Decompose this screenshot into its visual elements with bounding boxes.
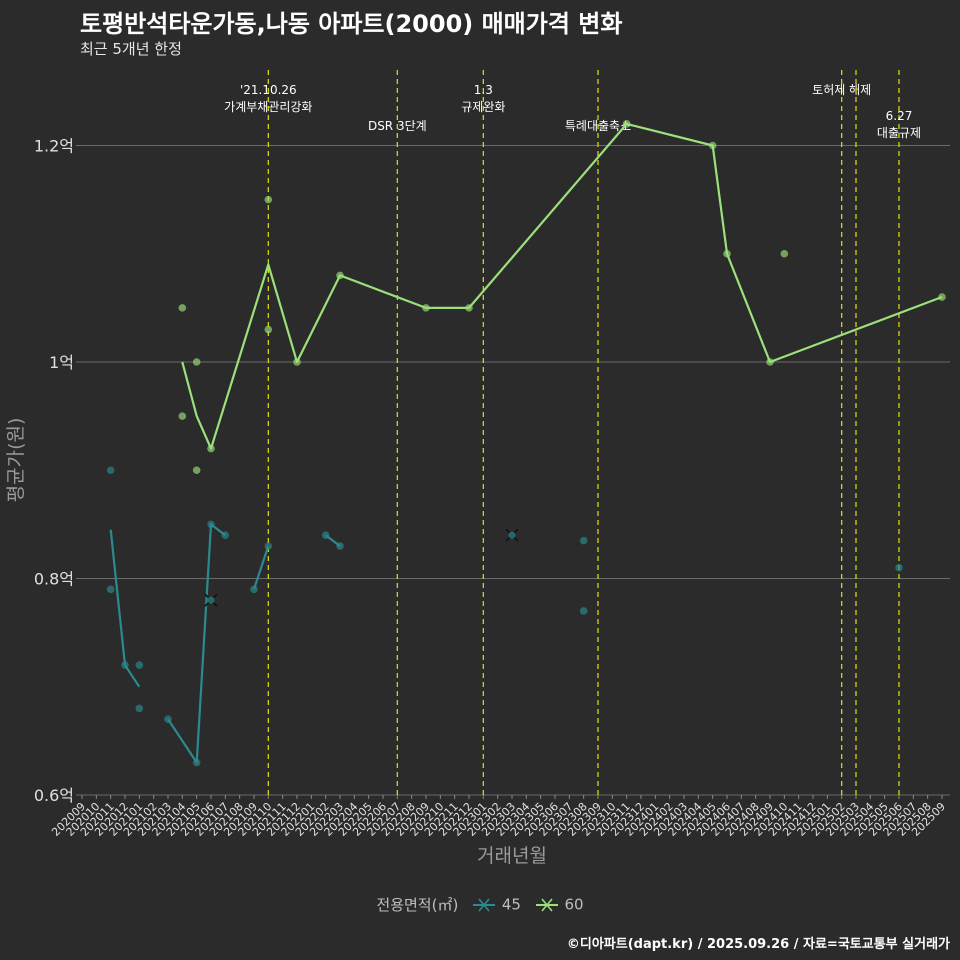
x-axis-label: 거래년월 bbox=[477, 845, 547, 867]
y-tick-label: 0.6억 bbox=[34, 786, 74, 805]
data-point-60 bbox=[293, 358, 301, 366]
data-point-60 bbox=[264, 325, 273, 334]
data-point-60 bbox=[708, 141, 717, 150]
chart-subtitle: 최근 5개년 한정 bbox=[80, 40, 182, 58]
data-point-60 bbox=[938, 293, 946, 301]
data-point-45 bbox=[106, 466, 115, 475]
x-marker-point-45 bbox=[508, 531, 516, 539]
data-point-60 bbox=[192, 466, 201, 475]
data-point-60 bbox=[178, 304, 187, 312]
data-point-45 bbox=[135, 661, 144, 669]
data-point-60 bbox=[264, 195, 273, 204]
event-label: 6.27 bbox=[886, 109, 913, 123]
legend-item-45: 45 bbox=[471, 895, 521, 914]
source-caption: ©디아파트(dapt.kr) / 2025.09.26 / 자료=국토교통부 실… bbox=[566, 937, 950, 952]
data-point-45 bbox=[121, 661, 129, 669]
legend-label-60: 60 bbox=[564, 895, 584, 914]
data-point-60 bbox=[622, 120, 631, 128]
event-label: 대출규제 bbox=[877, 126, 921, 140]
data-point-45 bbox=[221, 531, 230, 539]
y-tick-label: 1억 bbox=[49, 353, 74, 372]
series-line-45 bbox=[252, 545, 270, 590]
data-point-45 bbox=[250, 585, 258, 594]
event-label: 토허제 해제 bbox=[812, 83, 871, 97]
event-label: 특례대출축소 bbox=[565, 119, 631, 133]
event-label: '21.10.26 bbox=[240, 83, 297, 97]
data-point-45 bbox=[321, 531, 330, 539]
data-point-45 bbox=[207, 520, 215, 529]
data-point-45 bbox=[579, 536, 588, 545]
data-point-45 bbox=[164, 715, 172, 724]
data-point-60 bbox=[192, 358, 201, 366]
data-point-60 bbox=[178, 412, 187, 420]
series-line-45 bbox=[167, 523, 226, 764]
data-point-60 bbox=[207, 444, 215, 453]
legend-title: 전용면적(㎡) bbox=[376, 896, 459, 914]
data-point-45 bbox=[264, 542, 273, 550]
data-point-45 bbox=[192, 758, 201, 767]
legend-swatch-45 bbox=[473, 898, 496, 912]
legend-swatch-60 bbox=[535, 898, 558, 912]
chart-title: 토평반석타운가동,나동 아파트(2000) 매매가격 변화 bbox=[80, 10, 623, 38]
legend-item-60: 60 bbox=[534, 895, 584, 914]
y-tick-label: 1.2억 bbox=[34, 137, 74, 156]
data-point-45 bbox=[106, 585, 115, 594]
event-label: 규제완화 bbox=[461, 100, 505, 114]
data-point-60 bbox=[422, 304, 430, 312]
y-tick-label: 0.8억 bbox=[34, 570, 74, 589]
data-point-45 bbox=[336, 542, 344, 550]
data-point-45 bbox=[135, 704, 144, 713]
data-point-60 bbox=[780, 249, 789, 258]
data-point-60 bbox=[766, 358, 774, 366]
event-label: 가계부채관리강화 bbox=[224, 100, 312, 114]
data-point-45 bbox=[895, 563, 903, 572]
legend-label-45: 45 bbox=[501, 895, 521, 914]
event-label: 1.3 bbox=[474, 83, 493, 97]
data-point-60 bbox=[723, 249, 731, 258]
y-axis-label: 평균가(원) bbox=[5, 418, 27, 503]
data-point-60 bbox=[465, 304, 473, 312]
series-line-60 bbox=[181, 122, 943, 450]
event-label: DSR 3단계 bbox=[368, 119, 427, 133]
data-point-60 bbox=[336, 271, 344, 280]
legend: 전용면적(㎡) 45 60 bbox=[0, 894, 960, 915]
data-point-45 bbox=[579, 607, 588, 615]
x-marker-point-45 bbox=[207, 596, 215, 604]
